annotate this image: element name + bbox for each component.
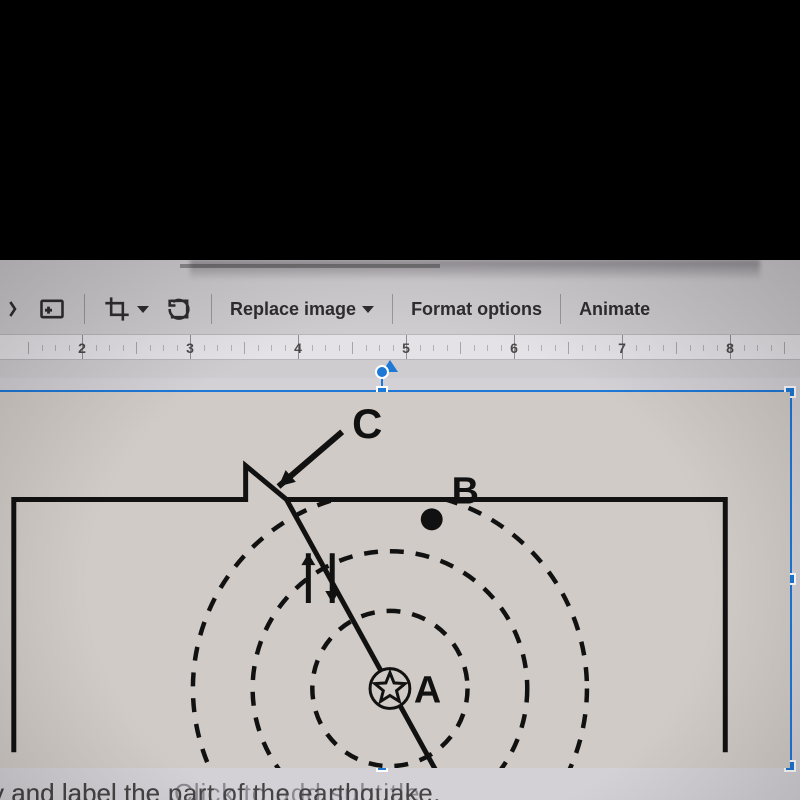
ruler-tick — [150, 345, 151, 351]
ruler-tick — [690, 345, 691, 351]
svg-text:C: C — [352, 400, 382, 447]
toolbar-divider — [560, 294, 561, 324]
rotation-handle[interactable] — [375, 365, 389, 379]
prev-icon-button[interactable] — [0, 291, 30, 327]
titlebar-underline — [180, 262, 440, 268]
ruler-tick — [136, 342, 137, 354]
ruler-tick — [568, 342, 569, 354]
ruler-tick — [528, 345, 529, 351]
chevron-icon — [0, 295, 22, 323]
ruler-number: 8 — [726, 340, 734, 356]
ruler-tick — [474, 345, 475, 351]
ruler-tick — [460, 342, 461, 354]
ruler-tick — [312, 345, 313, 351]
ruler-tick — [379, 345, 380, 351]
animate-label: Animate — [579, 299, 650, 320]
ruler-tick — [217, 345, 218, 351]
ruler-tick — [487, 345, 488, 351]
ruler-number: 6 — [510, 340, 518, 356]
ruler-number: 4 — [294, 340, 302, 356]
add-image-button[interactable] — [30, 291, 74, 327]
ruler-tick — [258, 345, 259, 351]
ruler-tick — [163, 345, 164, 351]
ruler-tick — [703, 345, 704, 351]
ruler-tick — [717, 345, 718, 351]
chevron-down-icon — [137, 306, 149, 313]
toolbar: Replace image Format options Animate — [0, 286, 800, 332]
reset-icon — [165, 295, 193, 323]
ruler-tick — [231, 345, 232, 351]
animate-button[interactable]: Animate — [571, 295, 658, 324]
ruler-tick — [96, 345, 97, 351]
ruler-tick — [649, 345, 650, 351]
ruler-tick — [28, 342, 29, 354]
ruler-tick — [42, 345, 43, 351]
ruler-number: 2 — [78, 340, 86, 356]
ruler-tick — [744, 345, 745, 351]
ruler-tick — [55, 345, 56, 351]
ruler-number: 7 — [618, 340, 626, 356]
image-plus-icon — [38, 295, 66, 323]
ruler-tick — [609, 345, 610, 351]
ruler-tick — [244, 342, 245, 354]
chevron-down-icon — [362, 306, 374, 313]
svg-text:A: A — [414, 669, 441, 711]
crop-button[interactable] — [95, 291, 157, 327]
letterbox-top — [0, 0, 800, 260]
ruler-tick — [123, 345, 124, 351]
ruler-tick — [582, 345, 583, 351]
ruler-tick — [325, 345, 326, 351]
ruler-tick — [69, 345, 70, 351]
replace-image-label: Replace image — [230, 299, 356, 320]
crop-icon — [103, 295, 131, 323]
ruler-tick — [366, 345, 367, 351]
ruler-tick — [271, 345, 272, 351]
svg-text:B: B — [452, 470, 479, 512]
ruler-tick — [393, 345, 394, 351]
toolbar-divider — [392, 294, 393, 324]
ruler-tick — [177, 345, 178, 351]
ruler-tick — [676, 342, 677, 354]
ruler-tick — [784, 342, 785, 354]
ruler-tick — [433, 345, 434, 351]
ruler-tick — [109, 345, 110, 351]
ruler-tick — [663, 345, 664, 351]
toolbar-divider — [84, 294, 85, 324]
toolbar-divider — [211, 294, 212, 324]
horizontal-ruler[interactable]: 2 3 4 5 6 7 8 — [0, 334, 800, 360]
ruler-number: 3 — [186, 340, 194, 356]
format-options-label: Format options — [411, 299, 542, 320]
ruler-tick — [204, 345, 205, 351]
reset-image-button[interactable] — [157, 291, 201, 327]
format-options-button[interactable]: Format options — [403, 295, 550, 324]
ruler-tick — [595, 345, 596, 351]
ruler-tick — [420, 345, 421, 351]
ruler-tick — [636, 345, 637, 351]
ruler-tick — [447, 345, 448, 351]
ruler-tick — [757, 345, 758, 351]
ruler-tick — [555, 345, 556, 351]
image-selection-box[interactable]: C B A — [0, 390, 792, 768]
ruler-tick — [339, 345, 340, 351]
ruler-tick — [771, 345, 772, 351]
slide-body-text[interactable]: ify and label theClick to add subtitle i… — [0, 778, 790, 800]
ruler-tick — [501, 345, 502, 351]
earthquake-diagram: C B A — [0, 392, 790, 768]
app-window: Replace image Format options Animate 2 3 4… — [0, 260, 800, 800]
replace-image-button[interactable]: Replace image — [222, 295, 382, 324]
ruler-number: 5 — [402, 340, 410, 356]
ruler-tick — [541, 345, 542, 351]
ruler-tick — [352, 342, 353, 354]
slide-canvas[interactable]: C B A ify and label theClick to add subtit… — [0, 378, 800, 800]
ruler-tick — [285, 345, 286, 351]
